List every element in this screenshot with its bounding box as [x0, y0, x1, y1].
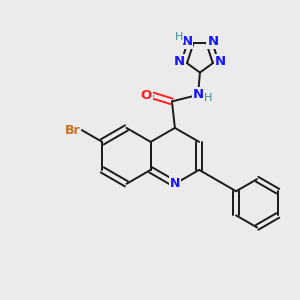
Text: N: N: [215, 55, 226, 68]
Text: H: H: [204, 94, 213, 103]
Text: N: N: [207, 35, 218, 48]
Text: N: N: [170, 177, 180, 190]
Text: N: N: [181, 35, 192, 48]
Text: O: O: [140, 89, 152, 102]
Text: H: H: [175, 32, 183, 42]
Text: Br: Br: [65, 124, 80, 136]
Text: N: N: [193, 88, 204, 101]
Text: N: N: [174, 55, 185, 68]
